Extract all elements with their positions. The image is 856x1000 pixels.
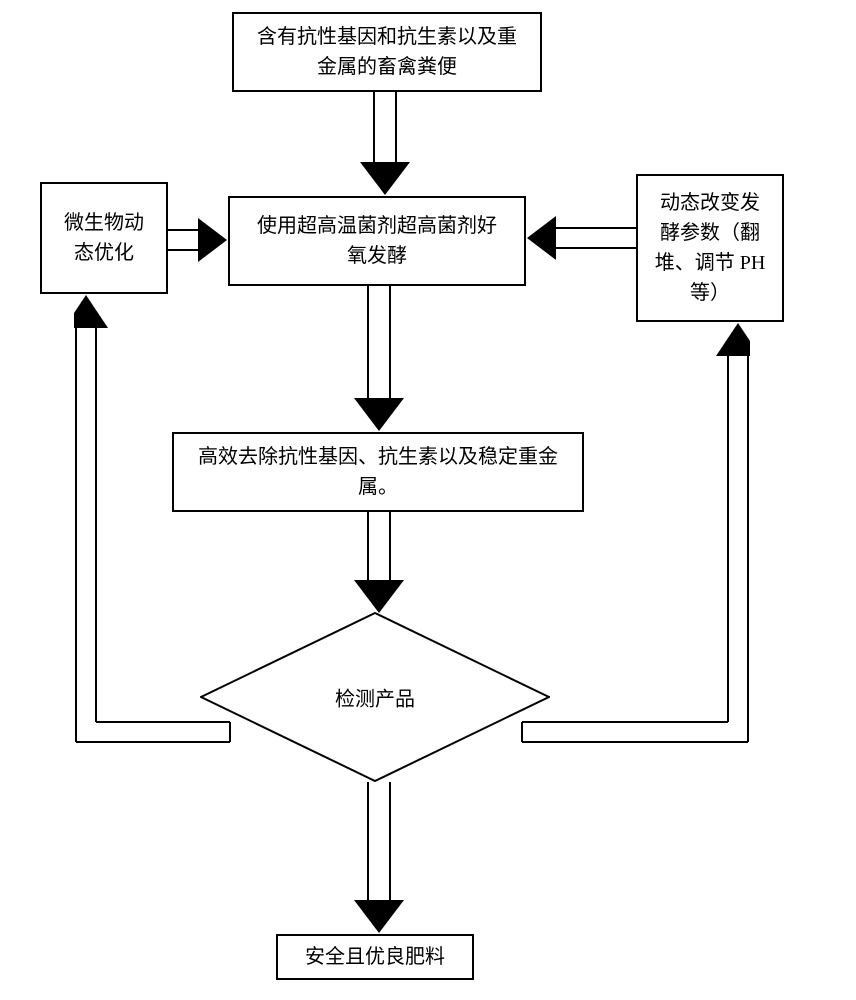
arrow-detect-to-bottom (344, 782, 414, 934)
node-aerobic-fermentation: 使用超高温菌剂超高菌剂好氧发酵 (228, 196, 526, 286)
node-dynamic-params-label: 动态改变发酵参数（翻堆、调节 PH等） (655, 188, 766, 308)
arrow-remove-to-detect (344, 512, 414, 614)
node-input-material-label: 含有抗性基因和抗生素以及重金属的畜禽粪便 (257, 22, 517, 82)
node-dynamic-params: 动态改变发酵参数（翻堆、调节 PH等） (636, 174, 784, 322)
arrow-top-to-center (350, 92, 420, 196)
node-aerobic-fermentation-label: 使用超高温菌剂超高菌剂好氧发酵 (257, 211, 497, 271)
node-safe-fertilizer-label: 安全且优良肥料 (305, 942, 445, 972)
arrow-right-to-center (526, 210, 636, 266)
arrow-feedback-right (520, 322, 750, 744)
node-safe-fertilizer: 安全且优良肥料 (276, 934, 474, 980)
node-efficient-removal-label: 高效去除抗性基因、抗生素以及稳定重金属。 (198, 442, 558, 502)
node-detect-product-label: 检测产品 (335, 683, 415, 712)
arrow-feedback-left (74, 294, 234, 744)
arrow-left-to-center (168, 212, 228, 268)
node-microbial-optimization: 微生物动态优化 (40, 182, 168, 294)
arrow-center-to-remove (344, 286, 414, 432)
node-microbial-optimization-label: 微生物动态优化 (64, 208, 144, 268)
node-input-material: 含有抗性基因和抗生素以及重金属的畜禽粪便 (232, 12, 542, 92)
node-detect-product: 检测产品 (200, 612, 550, 782)
